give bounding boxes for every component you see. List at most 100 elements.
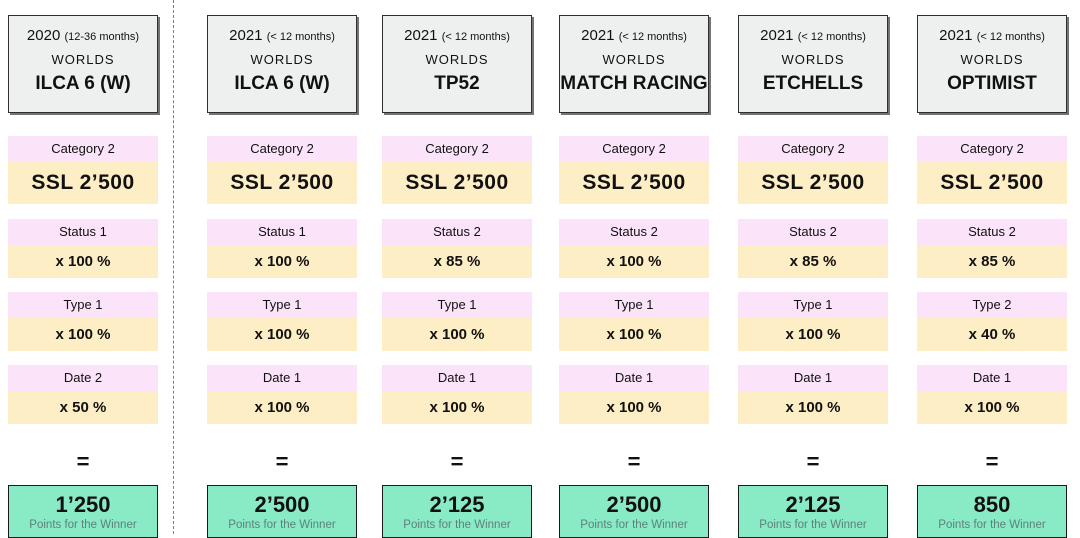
- factor-label: Status 1: [207, 219, 357, 245]
- event-header-box: 2021 (< 12 months) WORLDS MATCH RACING: [559, 15, 709, 113]
- factor-value: x 40 %: [917, 318, 1067, 351]
- factor-label: Date 2: [8, 365, 158, 391]
- factor-label: Category 2: [8, 136, 158, 162]
- factor-label: Date 1: [559, 365, 709, 391]
- factor-value: x 100 %: [8, 245, 158, 278]
- event-class: ILCA 6 (W): [35, 73, 131, 94]
- points-result-box: 2’125 Points for the Winner: [738, 485, 888, 538]
- factor-value: x 100 %: [8, 318, 158, 351]
- factor-type: Type 1 x 100 %: [738, 292, 888, 351]
- equals-sign: =: [985, 448, 999, 474]
- event-date-line: 2021 (< 12 months): [760, 27, 866, 44]
- factor-type: Type 1 x 100 %: [382, 292, 532, 351]
- factor-value: x 100 %: [559, 391, 709, 424]
- factor-label: Status 2: [917, 219, 1067, 245]
- event-column-6: 2021 (< 12 months) WORLDS OPTIMIST Categ…: [917, 0, 1067, 538]
- factor-type: Type 1 x 100 %: [207, 292, 357, 351]
- factor-status: Status 2 x 100 %: [559, 219, 709, 278]
- points-caption: Points for the Winner: [228, 518, 336, 531]
- factor-label: Category 2: [738, 136, 888, 162]
- event-header-box: 2021 (< 12 months) WORLDS TP52: [382, 15, 532, 113]
- factor-label: Type 1: [207, 292, 357, 318]
- event-level: WORLDS: [425, 52, 489, 67]
- factor-label: Date 1: [382, 365, 532, 391]
- factor-category: Category 2 SSL 2’500: [382, 136, 532, 204]
- factor-label: Type 2: [917, 292, 1067, 318]
- points-caption: Points for the Winner: [580, 518, 688, 531]
- factor-label: Category 2: [917, 136, 1067, 162]
- event-date-line: 2021 (< 12 months): [229, 27, 335, 44]
- event-header-box: 2021 (< 12 months) WORLDS OPTIMIST: [917, 15, 1067, 113]
- event-column-1: 2020 (12-36 months) WORLDS ILCA 6 (W) Ca…: [8, 0, 158, 538]
- equals-sign: =: [627, 448, 641, 474]
- event-period: (< 12 months): [797, 31, 866, 43]
- factor-category: Category 2 SSL 2’500: [559, 136, 709, 204]
- factor-value: x 100 %: [207, 245, 357, 278]
- factor-date: Date 1 x 100 %: [917, 365, 1067, 424]
- factor-value: x 100 %: [382, 318, 532, 351]
- event-year: 2021: [404, 27, 438, 44]
- factor-value: x 100 %: [917, 391, 1067, 424]
- factor-date: Date 1 x 100 %: [207, 365, 357, 424]
- factor-value: x 100 %: [382, 391, 532, 424]
- event-year: 2021: [760, 27, 794, 44]
- event-level: WORLDS: [250, 52, 314, 67]
- factor-status: Status 1 x 100 %: [8, 219, 158, 278]
- event-class: ETCHELLS: [762, 73, 864, 94]
- factor-type: Type 1 x 100 %: [8, 292, 158, 351]
- factor-label: Category 2: [382, 136, 532, 162]
- factor-status: Status 1 x 100 %: [207, 219, 357, 278]
- equals-sign: =: [806, 448, 820, 474]
- factor-label: Category 2: [559, 136, 709, 162]
- points-value: 2’125: [785, 491, 841, 517]
- factor-value: x 100 %: [738, 318, 888, 351]
- factor-value: x 100 %: [559, 245, 709, 278]
- event-class: MATCH RACING: [560, 73, 708, 94]
- factor-label: Type 1: [559, 292, 709, 318]
- event-header-box: 2020 (12-36 months) WORLDS ILCA 6 (W): [8, 15, 158, 113]
- points-result-box: 1’250 Points for the Winner: [8, 485, 158, 538]
- points-value: 2’500: [606, 491, 662, 517]
- event-period: (< 12 months): [618, 31, 687, 43]
- equals-sign: =: [76, 448, 90, 474]
- event-date-line: 2021 (< 12 months): [404, 27, 510, 44]
- event-class: ILCA 6 (W): [234, 73, 330, 94]
- factor-type: Type 2 x 40 %: [917, 292, 1067, 351]
- dashed-divider: [173, 0, 174, 534]
- event-date-line: 2021 (< 12 months): [581, 27, 687, 44]
- factor-label: Date 1: [917, 365, 1067, 391]
- event-level: WORLDS: [602, 52, 666, 67]
- points-caption: Points for the Winner: [938, 518, 1046, 531]
- factor-value: x 50 %: [8, 391, 158, 424]
- factor-date: Date 2 x 50 %: [8, 365, 158, 424]
- factor-category: Category 2 SSL 2’500: [917, 136, 1067, 204]
- factor-label: Status 1: [8, 219, 158, 245]
- event-period: (< 12 months): [266, 31, 335, 43]
- factor-value: SSL 2’500: [207, 162, 357, 204]
- factor-value: x 85 %: [917, 245, 1067, 278]
- factor-type: Type 1 x 100 %: [559, 292, 709, 351]
- equals-sign: =: [450, 448, 464, 474]
- event-year: 2020: [26, 27, 61, 44]
- factor-category: Category 2 SSL 2’500: [207, 136, 357, 204]
- points-value: 2’125: [429, 491, 485, 517]
- event-header-box: 2021 (< 12 months) WORLDS ILCA 6 (W): [207, 15, 357, 113]
- points-result-box: 2’125 Points for the Winner: [382, 485, 532, 538]
- factor-status: Status 2 x 85 %: [382, 219, 532, 278]
- event-year: 2021: [939, 27, 973, 44]
- factor-label: Status 2: [559, 219, 709, 245]
- event-period: (12-36 months): [64, 31, 140, 43]
- equals-sign: =: [275, 448, 289, 474]
- factor-date: Date 1 x 100 %: [738, 365, 888, 424]
- points-value: 1’250: [55, 491, 111, 517]
- factor-label: Status 2: [738, 219, 888, 245]
- factor-value: SSL 2’500: [382, 162, 532, 204]
- points-result-box: 850 Points for the Winner: [917, 485, 1067, 538]
- factor-value: SSL 2’500: [917, 162, 1067, 204]
- points-caption: Points for the Winner: [29, 518, 137, 531]
- event-column-2: 2021 (< 12 months) WORLDS ILCA 6 (W) Cat…: [207, 0, 357, 538]
- factor-status: Status 2 x 85 %: [917, 219, 1067, 278]
- factor-label: Date 1: [207, 365, 357, 391]
- factor-category: Category 2 SSL 2’500: [8, 136, 158, 204]
